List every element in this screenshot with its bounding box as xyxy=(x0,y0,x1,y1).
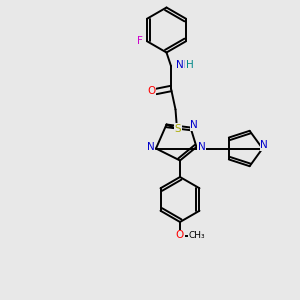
Text: H: H xyxy=(186,60,194,70)
Text: O: O xyxy=(176,230,184,241)
Text: CH₃: CH₃ xyxy=(188,231,205,240)
Text: F: F xyxy=(137,36,143,46)
Text: O: O xyxy=(147,86,156,97)
Text: N: N xyxy=(198,142,206,152)
Text: NH: NH xyxy=(176,60,192,70)
Text: S: S xyxy=(174,124,181,134)
Text: N: N xyxy=(190,120,198,130)
Text: N: N xyxy=(147,142,154,152)
Text: N: N xyxy=(260,140,268,150)
